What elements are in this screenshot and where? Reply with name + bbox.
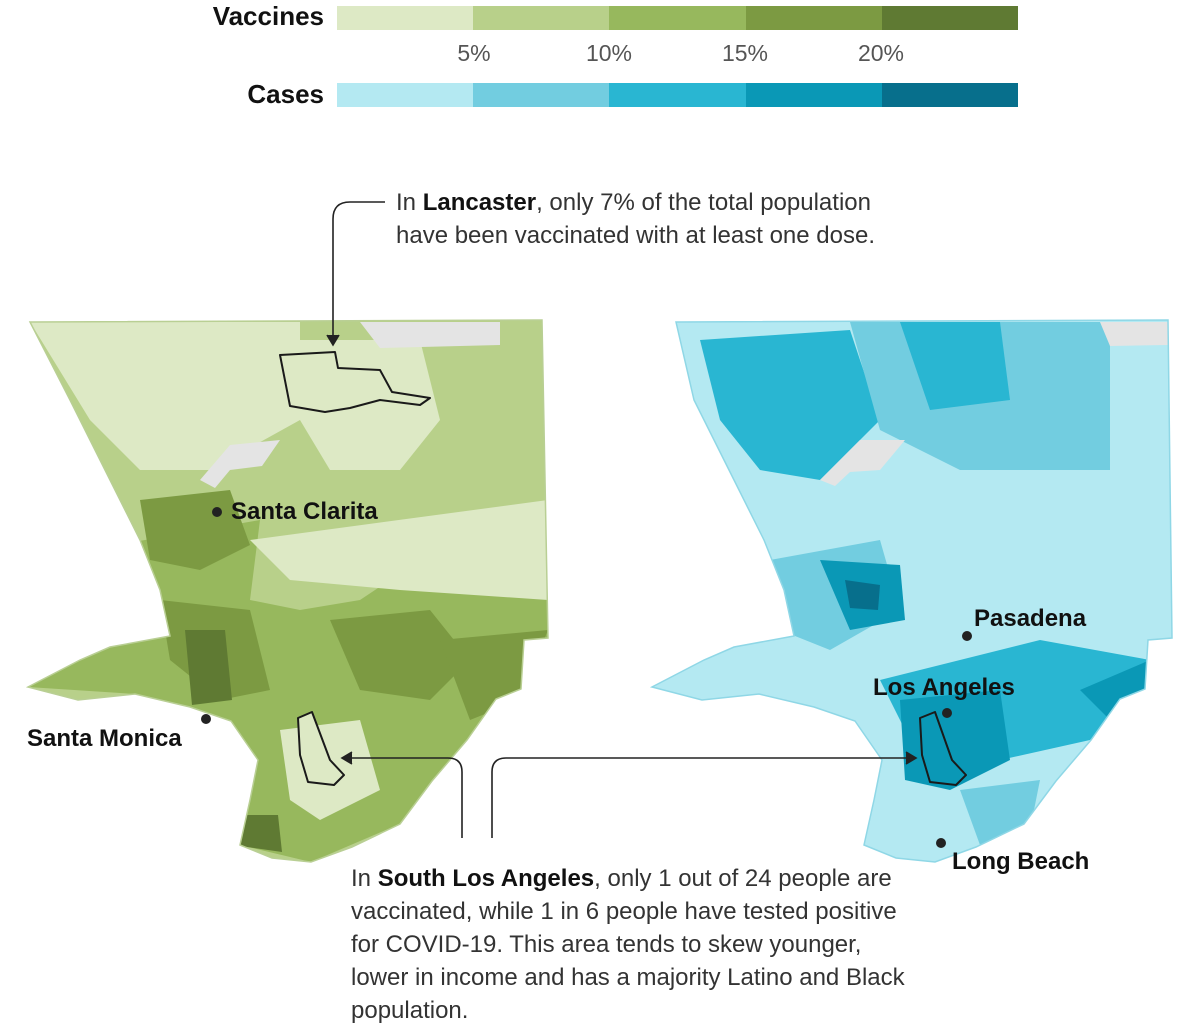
south-la-outline bbox=[919, 711, 967, 786]
south-la-vax-callout-line bbox=[350, 757, 463, 838]
case-scale-bin bbox=[881, 83, 1019, 107]
pasadena-dot bbox=[962, 631, 972, 641]
vaccination-zone bbox=[250, 500, 548, 600]
city-label-los-angeles: Los Angeles bbox=[873, 674, 1015, 701]
annotation-text: , only 1 out of 24 people are vaccinated… bbox=[351, 865, 905, 1024]
vaccine-scale-bin bbox=[473, 6, 610, 30]
vaccination-zone bbox=[30, 322, 300, 470]
vaccine-scale-bin bbox=[745, 6, 882, 30]
city-dots bbox=[201, 507, 972, 848]
lancaster-callout-line bbox=[332, 201, 385, 335]
vaccines-color-scale bbox=[337, 6, 1019, 30]
no-data-area bbox=[820, 440, 905, 486]
vaccine-scale-bin bbox=[337, 6, 474, 30]
no-data-area bbox=[1100, 322, 1168, 346]
annotation-text: , only 7% of the total population have b… bbox=[396, 189, 875, 249]
vaccination-zone bbox=[140, 490, 250, 570]
legend-tick: 10% bbox=[585, 40, 633, 66]
city-label-santa-clarita: Santa Clarita bbox=[231, 498, 378, 525]
cases-color-scale bbox=[337, 83, 1019, 107]
south-la-outline bbox=[297, 711, 345, 786]
cases-zone bbox=[845, 580, 880, 610]
south-la-vax-arrowhead bbox=[340, 751, 353, 765]
city-label-pasadena: Pasadena bbox=[974, 605, 1087, 632]
long-beach-dot bbox=[936, 838, 946, 848]
lancaster-annotation: In Lancaster, only 7% of the total popul… bbox=[396, 186, 916, 252]
annotation-place-name: South Los Angeles bbox=[377, 865, 595, 892]
vaccine-scale-bin bbox=[881, 6, 1019, 30]
cases-zone bbox=[700, 330, 880, 480]
vaccination-map bbox=[27, 319, 549, 863]
vaccination-zone bbox=[300, 340, 440, 470]
city-label-santa-monica: Santa Monica bbox=[27, 725, 182, 752]
south-la-cases-callout-line bbox=[491, 757, 908, 838]
lancaster-outline bbox=[279, 351, 431, 413]
vaccination-zone bbox=[330, 610, 470, 700]
cases-zone bbox=[900, 322, 1010, 410]
annotation-text: In bbox=[396, 189, 423, 216]
vaccination-zone bbox=[185, 630, 232, 705]
case-scale-bin bbox=[473, 83, 610, 107]
annotation-text: In bbox=[351, 865, 378, 892]
santa-monica-dot bbox=[201, 714, 211, 724]
case-scale-bin bbox=[745, 83, 882, 107]
callout-lines bbox=[326, 201, 918, 838]
vaccines-legend-title: Vaccines bbox=[212, 1, 324, 31]
case-scale-bin bbox=[609, 83, 746, 107]
los-angeles-dot bbox=[942, 708, 952, 718]
no-data-area bbox=[360, 322, 500, 348]
case-scale-bin bbox=[337, 83, 474, 107]
vaccine-scale-bin bbox=[609, 6, 746, 30]
south-la-annotation: In South Los Angeles, only 1 out of 24 p… bbox=[351, 862, 921, 1027]
annotation-place-name: Lancaster bbox=[422, 189, 537, 216]
south-la-cases-arrowhead bbox=[905, 751, 918, 765]
lancaster-callout-arrowhead bbox=[326, 334, 340, 347]
santa-clarita-dot bbox=[212, 507, 222, 517]
vaccination-zone bbox=[236, 815, 282, 852]
city-label-long-beach: Long Beach bbox=[952, 848, 1090, 875]
legend-tick: 15% bbox=[721, 40, 769, 66]
cases-legend-title: Cases bbox=[247, 79, 324, 109]
cases-map bbox=[651, 319, 1173, 863]
legend-tick: 20% bbox=[857, 40, 905, 66]
legend-tick: 5% bbox=[457, 40, 491, 66]
no-data-area bbox=[200, 440, 280, 488]
